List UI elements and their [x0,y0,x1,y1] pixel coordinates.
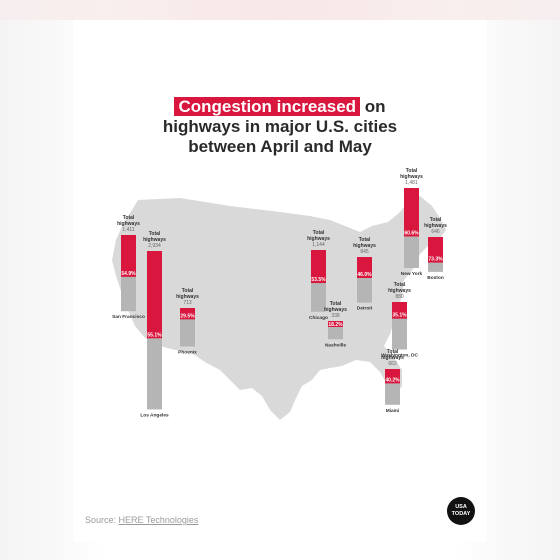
value-total-nashville: 338 [331,313,340,319]
bar-increase-boston [428,237,443,263]
source-label: Source: [85,515,119,525]
label-total-los-angeles: Total [149,231,161,237]
value-increase-san-francisco: 54.9% [121,271,136,277]
label-highways-boston: highways [424,223,447,229]
title-highlight: Congestion increased [174,97,361,116]
label-highways-washington-dc: highways [388,288,411,294]
title-line1-rest: on [360,97,386,116]
bar-increase-nashville [328,321,343,327]
label-highways-chicago: highways [307,236,330,242]
label-total-chicago: Total [313,230,325,236]
bar-increase-detroit [357,257,372,278]
bar-increase-new-york [404,188,419,237]
city-label-san-francisco: San Francisco [112,314,145,320]
title-line3: between April and May [188,137,372,156]
city-label-phoenix: Phoenix [178,350,197,356]
city-label-boston: Boston [427,275,444,281]
title-line2: highways in major U.S. cities [162,117,398,136]
label-highways-nashville: highways [324,307,347,313]
value-total-chicago: 1,144 [312,242,325,248]
logo-line2: TODAY [451,511,471,517]
value-increase-miami: 40.2% [385,377,400,383]
value-increase-detroit: 46.0% [357,272,372,278]
city-label-chicago: Chicago [309,315,328,321]
value-increase-los-angeles: 55.1% [147,332,162,338]
city-label-new-york: New York [401,271,423,277]
top-banner [0,0,560,20]
bar-increase-los-angeles [147,251,162,339]
value-total-washington-dc: 880 [395,294,404,300]
label-total-san-francisco: Total [123,215,135,221]
label-highways-los-angeles: highways [143,237,166,243]
city-label-miami: Miami [386,408,400,414]
value-total-phoenix: 713 [183,300,192,306]
label-highways-miami: highways [381,355,404,361]
label-total-nashville: Total [330,301,342,307]
city-label-nashville: Nashville [325,342,346,348]
bar-increase-phoenix [180,308,195,320]
label-total-boston: Total [430,217,442,223]
city-label-washington-dc: Washington, DC [381,353,418,359]
source-link[interactable]: HERE Technologies [118,515,199,525]
value-total-detroit: 845 [360,249,369,255]
logo-line1: USA [455,504,467,510]
value-increase-boston: 73.3% [428,257,443,263]
value-increase-washington-dc: 35.1% [392,313,407,319]
bar-increase-washington-dc [392,302,407,319]
value-total-los-angeles: 2,934 [148,243,161,249]
value-increase-nashville: 18.2% [328,322,343,328]
value-total-miami: 663 [388,361,397,367]
value-total-new-york: 1,481 [405,180,418,186]
label-total-new-york: Total [406,168,418,174]
label-highways-phoenix: highways [176,294,199,300]
chart-title: Congestion increased on highways in majo… [0,97,560,157]
city-label-los-angeles: Los Angeles [140,412,169,418]
label-highways-new-york: highways [400,174,423,180]
bar-increase-chicago [311,250,326,284]
label-total-miami: Total [387,349,399,355]
bar-increase-miami [385,369,400,384]
label-highways-detroit: highways [353,243,376,249]
value-increase-chicago: 53.5% [311,277,326,283]
value-increase-phoenix: 29.5% [180,313,195,319]
label-highways-san-francisco: highways [117,221,140,227]
value-total-san-francisco: 1,411 [122,227,134,233]
label-total-detroit: Total [359,237,371,243]
city-label-detroit: Detroit [357,306,373,312]
label-total-phoenix: Total [182,288,194,294]
bar-increase-san-francisco [121,235,136,277]
value-total-boston: 646 [431,229,440,235]
value-increase-new-york: 60.6% [404,230,419,236]
source-note: Source: HERE Technologies [85,515,198,525]
us-map-shape [112,196,446,420]
usa-today-logo: USA TODAY [447,497,475,525]
label-total-washington-dc: Total [394,282,406,288]
